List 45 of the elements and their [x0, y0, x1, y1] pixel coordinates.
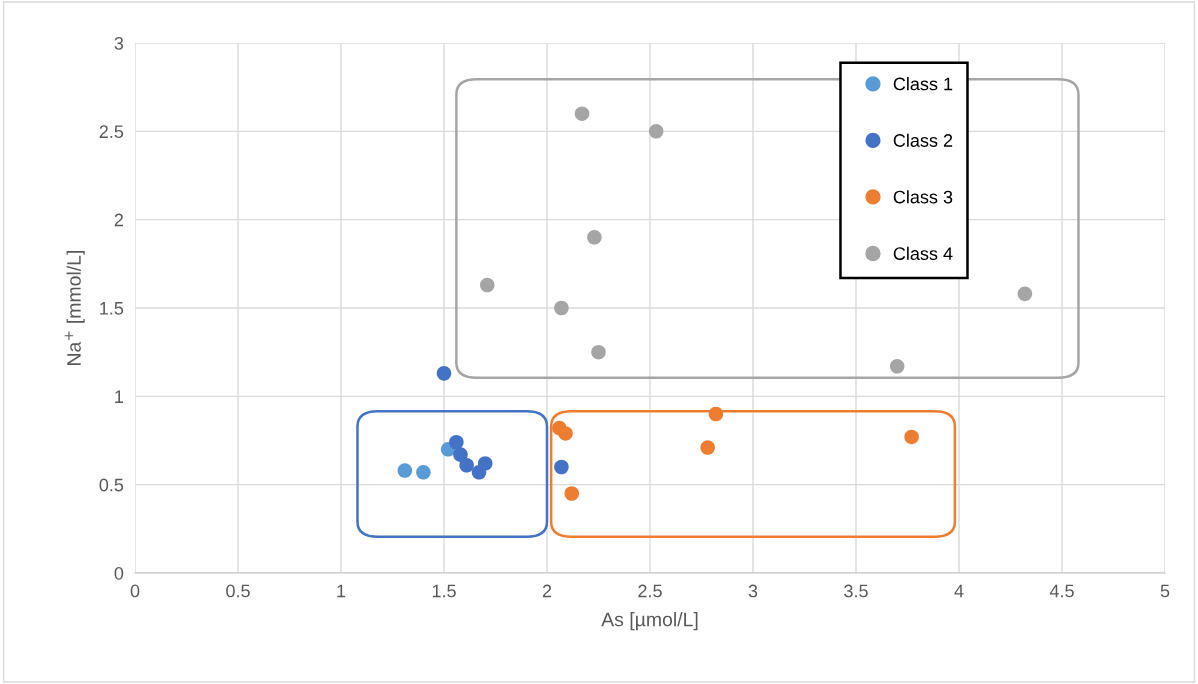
- point: [416, 465, 431, 480]
- x-tick-label: 0.5: [226, 584, 250, 598]
- point: [564, 486, 579, 501]
- x-tick-label: 3: [748, 584, 758, 598]
- y-tick-label: 2.5: [99, 125, 124, 139]
- point: [558, 426, 573, 441]
- legend-label: Class 3: [893, 190, 953, 204]
- point: [889, 359, 905, 374]
- point: [574, 106, 590, 121]
- point: [459, 457, 474, 473]
- legend-label: Class 4: [893, 246, 953, 260]
- x-tick-label: 2.5: [638, 584, 662, 598]
- x-tick-label: 3.5: [844, 584, 868, 598]
- x-tick-label: 4.5: [1049, 584, 1074, 598]
- point: [587, 230, 602, 245]
- point: [591, 344, 606, 360]
- y-tick-label: 1.5: [100, 302, 124, 315]
- point: [449, 434, 464, 450]
- point: [453, 447, 468, 462]
- point: [904, 429, 919, 445]
- point: [648, 124, 664, 139]
- y-axis-title: Na$^{+}$ [mmol/L]: [64, 250, 85, 365]
- legend-label: Class 1: [893, 77, 953, 91]
- y-tick-label: 0.5: [99, 478, 124, 492]
- point: [1017, 286, 1033, 302]
- y-tick-label: 3: [114, 36, 124, 50]
- legend-label: Class 2: [893, 133, 953, 147]
- x-tick-label: 1: [337, 584, 346, 598]
- x-tick-label: 2: [542, 584, 552, 598]
- x-tick-label: 0: [130, 584, 140, 598]
- x-tick-label: 4: [954, 584, 964, 598]
- y-tick-label: 0: [114, 566, 124, 580]
- point: [477, 456, 493, 471]
- x-axis-title: As [µmol/L]: [601, 612, 698, 631]
- y-tick-label: 2: [114, 213, 123, 227]
- point: [479, 277, 495, 293]
- point: [554, 459, 569, 475]
- point: [554, 300, 569, 316]
- point: [708, 406, 724, 422]
- x-tick-label: 1.5: [432, 584, 456, 598]
- point: [397, 463, 413, 478]
- x-tick-label: 5: [1160, 584, 1170, 598]
- point: [700, 440, 715, 455]
- point: [436, 366, 452, 381]
- y-tick-label: 1: [115, 390, 124, 403]
